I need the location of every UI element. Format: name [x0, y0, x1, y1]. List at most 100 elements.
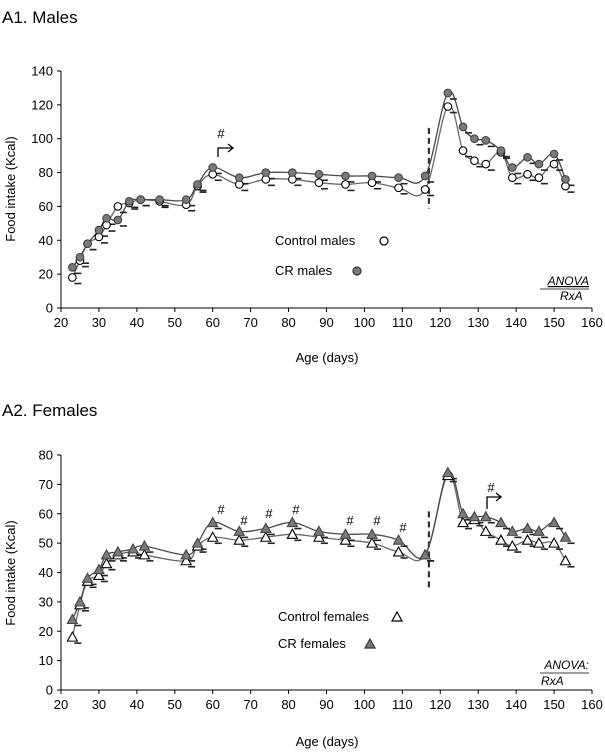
data-point-control: [286, 528, 299, 539]
data-point-control: [66, 630, 79, 642]
y-tick-label: 20: [39, 267, 53, 282]
y-tick-label: 0: [46, 683, 53, 698]
data-point-cr: [481, 136, 491, 145]
data-point-control: [92, 569, 105, 580]
data-point-cr: [181, 195, 191, 205]
data-point-cr: [507, 163, 517, 172]
data-point-control: [523, 169, 532, 179]
anova-label-females: ANOVA:: [543, 658, 589, 672]
data-point-control: [180, 554, 193, 566]
significance-mark-females-8: #: [487, 480, 495, 495]
data-point-control: [68, 273, 77, 282]
data-point-control: [339, 534, 352, 545]
y-tick-label: 40: [39, 233, 53, 248]
x-tick-label: 100: [354, 697, 376, 712]
significance-mark-females-6: #: [373, 513, 381, 528]
x-tick-label: 120: [429, 697, 451, 712]
data-point-control: [507, 173, 517, 182]
data-point-control: [479, 525, 492, 536]
data-point-cr: [532, 525, 545, 536]
y-axis-label-females: Food intake (Kcal): [3, 520, 18, 626]
data-point-control: [548, 536, 561, 548]
data-point-cr: [94, 225, 104, 235]
data-point-cr: [496, 146, 506, 155]
x-tick-label: 90: [319, 315, 333, 330]
data-point-cr: [394, 173, 403, 182]
data-point-cr: [234, 173, 244, 182]
x-tick-label: 140: [505, 697, 527, 712]
x-tick-label: 140: [505, 315, 527, 330]
data-point-control: [206, 531, 219, 542]
data-point-cr: [92, 563, 105, 575]
data-point-cr: [457, 507, 469, 519]
x-tick-label: 70: [243, 697, 257, 712]
x-tick-label: 130: [467, 315, 489, 330]
panel-females: A2. Females 0 10 20 30 40 50 60 70 80 20 30 40 50 60 7…: [2, 401, 603, 749]
x-tick-label: 60: [205, 697, 219, 712]
y-tick-label: 20: [39, 624, 53, 639]
data-point-cr: [286, 516, 299, 528]
data-point-control: [506, 539, 519, 551]
data-point-cr: [206, 516, 219, 528]
series-line: [71, 105, 567, 278]
arrowhead-icon: [227, 143, 235, 153]
data-point-control: [392, 545, 405, 557]
significance-mark-females-4: #: [292, 502, 300, 517]
x-tick-label: 100: [354, 315, 376, 330]
data-point-cr: [193, 180, 202, 189]
y-tick-label: 40: [39, 565, 53, 580]
significance-mark-females-2: #: [240, 513, 248, 528]
females-plot-marks: 0 10 20 30 40 50 60 70 80 20 30 40 50 60 70 80 90 100 110 1…: [39, 448, 603, 713]
data-point-cr: [458, 122, 468, 132]
legend-marker-cr-females: [363, 637, 377, 649]
x-tick-label: 80: [281, 315, 295, 330]
x-tick-label: 80: [281, 697, 295, 712]
x-tick-label: 150: [543, 697, 565, 712]
data-point-cr: [366, 528, 378, 539]
arrow-icon: [486, 496, 501, 509]
data-point-control: [457, 516, 469, 528]
data-point-control: [534, 173, 544, 182]
data-point-cr: [155, 195, 164, 205]
data-point-cr: [479, 510, 492, 522]
data-point-cr: [191, 536, 204, 548]
x-tick-label: 60: [205, 315, 219, 330]
data-point-cr: [506, 525, 519, 536]
data-point-cr: [470, 134, 479, 144]
data-point-cr: [339, 528, 352, 539]
data-point-cr: [113, 215, 123, 225]
y-tick-label: 60: [39, 506, 53, 521]
data-point-control: [549, 159, 559, 169]
data-point-cr: [367, 171, 377, 181]
x-tick-label: 30: [92, 697, 106, 712]
x-tick-label: 160: [581, 697, 603, 712]
y-tick-label: 10: [39, 653, 53, 668]
y-tick-label: 30: [39, 594, 53, 609]
data-point-control: [521, 534, 534, 545]
data-point-cr: [314, 169, 324, 179]
y-tick-label: 120: [31, 97, 53, 112]
rxa-label-males: RxA: [560, 289, 583, 303]
significance-mark-females-7: #: [399, 520, 407, 535]
rxa-label-females: RxA: [541, 674, 564, 688]
y-tick-label: 80: [39, 448, 53, 463]
x-tick-label: 70: [243, 315, 257, 330]
x-tick-label: 50: [168, 315, 182, 330]
data-point-cr: [259, 522, 272, 533]
data-point-control: [559, 554, 572, 566]
x-tick-label: 120: [429, 315, 451, 330]
legend-marker-cr-males: [352, 266, 362, 276]
data-point-cr: [312, 525, 325, 536]
x-tick-label: 160: [581, 315, 603, 330]
legend-marker-control-females: [390, 610, 404, 622]
data-point-cr: [443, 88, 453, 98]
x-tick-label: 50: [168, 697, 182, 712]
panel-title-males: A1. Males: [2, 8, 78, 27]
y-tick-label: 50: [39, 536, 53, 551]
legend-label-cr-females: CR females: [278, 636, 346, 651]
data-point-cr: [521, 522, 534, 533]
data-point-cr: [549, 149, 559, 159]
data-point-control: [495, 534, 507, 545]
data-point-cr: [180, 548, 193, 560]
